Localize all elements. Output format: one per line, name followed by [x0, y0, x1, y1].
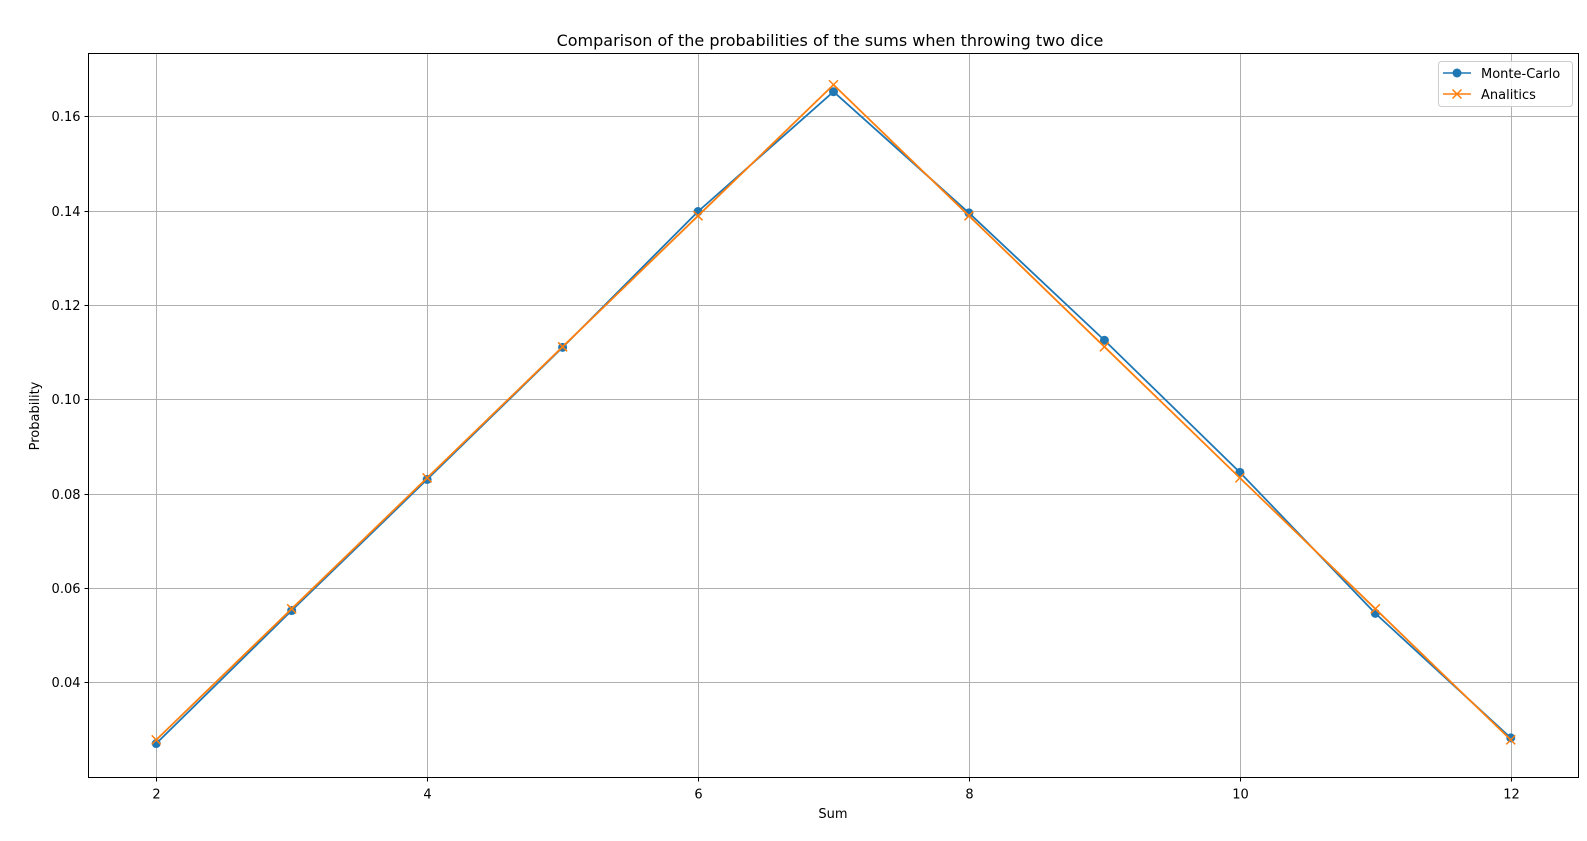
data-point-monte-carlo	[1506, 733, 1516, 743]
series-line-monte-carlo	[155, 90, 1512, 745]
x-tick-label: 4	[423, 788, 431, 803]
data-point-analitics	[557, 341, 568, 352]
data-point-analitics	[286, 603, 297, 614]
x-axis-label: Sum	[818, 807, 847, 822]
data-point-monte-carlo	[422, 474, 432, 484]
data-point-analitics	[693, 210, 704, 221]
series-line-analitics	[155, 83, 1512, 741]
legend-label-monte-carlo: Monte-Carlo	[1481, 67, 1560, 82]
legend-box	[1438, 61, 1573, 107]
x-tick-label: 12	[1503, 788, 1520, 803]
series-analitics	[151, 79, 1516, 745]
chart-title: Comparison of the probabilities of the s…	[557, 31, 1104, 50]
x-tick-label: 6	[694, 788, 702, 803]
legend-marker-analitics	[1451, 88, 1463, 100]
legend-marker-monte-carlo	[1452, 68, 1462, 78]
x-tick-label: 8	[965, 788, 973, 803]
data-point-analitics	[1234, 472, 1245, 483]
data-point-analitics	[1370, 603, 1381, 614]
y-tick-label: 0.10	[52, 393, 81, 408]
data-point-analitics	[1099, 341, 1110, 352]
y-tick-label: 0.16	[52, 110, 81, 125]
y-tick-label: 0.04	[52, 676, 81, 691]
series-layer	[151, 79, 1516, 749]
data-point-analitics	[151, 734, 162, 745]
grid-layer	[88, 53, 1579, 778]
tick-layer: 2 4 6 8 10 12 0.04 0.06 0.08 0.10 0.12 0.14 0.16	[52, 110, 1520, 803]
data-point-monte-carlo	[1370, 608, 1380, 618]
y-tick-label: 0.12	[52, 299, 81, 314]
y-axis-label: Probability	[28, 381, 43, 450]
legend: Monte-Carlo Analitics	[1438, 61, 1573, 107]
x-tick-label: 10	[1232, 788, 1249, 803]
y-tick-label: 0.06	[52, 582, 81, 597]
data-point-analitics	[963, 210, 974, 221]
y-tick-label: 0.08	[52, 488, 81, 503]
data-point-monte-carlo	[1099, 335, 1109, 345]
data-point-monte-carlo	[964, 208, 974, 218]
series-monte-carlo	[151, 87, 1516, 749]
data-point-analitics	[422, 472, 433, 483]
x-tick-label: 2	[152, 788, 160, 803]
y-tick-label: 0.14	[52, 205, 81, 220]
legend-label-analitics: Analitics	[1481, 88, 1536, 103]
data-point-monte-carlo	[287, 606, 297, 616]
data-point-analitics	[1505, 734, 1516, 745]
plot-frame	[88, 53, 1579, 778]
data-point-analitics	[828, 79, 839, 90]
data-point-monte-carlo	[829, 87, 838, 97]
